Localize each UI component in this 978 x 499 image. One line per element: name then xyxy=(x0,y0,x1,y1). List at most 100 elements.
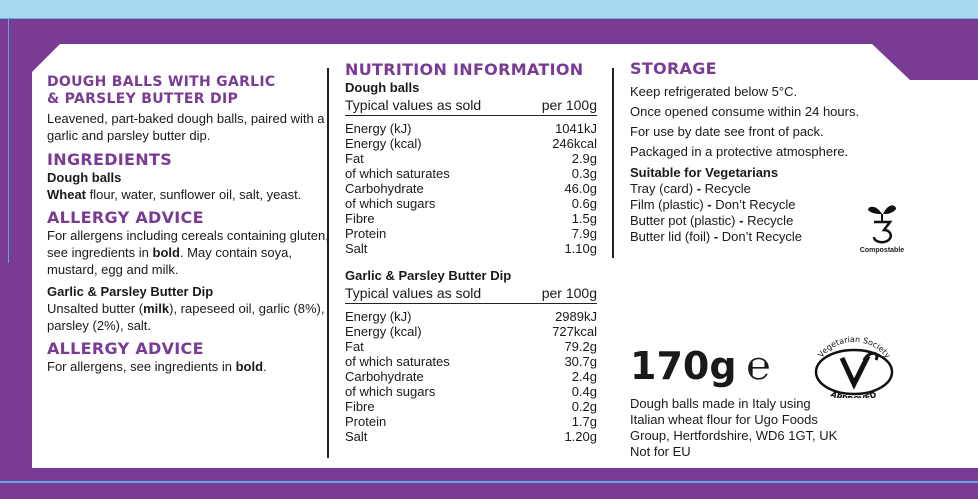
origin-line: Group, Hertfordshire, WD6 1GT, UK xyxy=(630,428,838,443)
product-title: DOUGH BALLS WITH GARLIC & PARSLEY BUTTER… xyxy=(47,74,332,108)
nutrient-label: Protein xyxy=(345,226,387,241)
column-divider-1 xyxy=(327,68,329,458)
recycle-action: Don’t Recycle xyxy=(721,229,802,244)
vegetarian-society-badge: Vegetarian Society APPROVED xyxy=(804,335,904,404)
nutrition-row: Energy (kcal) 246kcal xyxy=(345,136,597,151)
nutrient-value: 246kcal xyxy=(552,136,597,151)
nutrient-value: 0.2g xyxy=(571,399,597,414)
nutrient-value: 1.20g xyxy=(564,429,597,444)
nutrition-table-title: Dough balls xyxy=(345,80,420,95)
allergy-text-1c: . May contain soya, mustard, egg and mil… xyxy=(47,245,292,277)
packaging-item: Tray (card) xyxy=(630,181,694,196)
nutrition-row: Energy (kJ) 1041kJ xyxy=(345,121,597,136)
nutrition-row: of which sugars 0.6g xyxy=(345,196,597,211)
nutrient-label: of which sugars xyxy=(345,384,436,399)
nutrient-label: Fat xyxy=(345,151,364,166)
nutrition-row: Fibre 0.2g xyxy=(345,399,597,414)
recycling-line: Tray (card) - Recycle xyxy=(630,181,930,197)
nutrient-label: Energy (kcal) xyxy=(345,324,422,339)
separator: - xyxy=(735,213,748,228)
nutrient-label: Salt xyxy=(345,241,368,256)
nutrient-label: Fibre xyxy=(345,399,375,414)
allergy-advice-text-2: For allergens, see ingredients in bold. xyxy=(47,358,332,375)
storage-column: STORAGE Keep refrigerated below 5°C. Once… xyxy=(630,58,930,245)
nutrient-value: 30.7g xyxy=(564,354,597,369)
left-guide-line xyxy=(8,18,9,263)
storage-line: Keep refrigerated below 5°C. xyxy=(630,84,798,99)
origin-line: Not for EU xyxy=(630,444,691,459)
recycling-info: Tray (card) - Recycle Film (plastic) - Do… xyxy=(630,181,930,245)
separator: - xyxy=(710,229,722,244)
nutrient-value: 7.9g xyxy=(571,226,597,241)
recycling-line: Butter pot (plastic) - Recycle xyxy=(630,213,930,229)
allergen-milk: milk xyxy=(143,301,170,316)
header-typical-values: Typical values as sold xyxy=(345,97,482,113)
nutrition-table-dough: Dough balls Typical values as sold per 1… xyxy=(345,80,597,256)
nutrient-label: Carbohydrate xyxy=(345,369,424,384)
origin-line: Dough balls made in Italy using xyxy=(630,396,811,411)
header-per-100g: per 100g xyxy=(541,97,597,113)
compostable-icon xyxy=(868,205,896,244)
nutrition-column: NUTRITION INFORMATION Dough balls Typica… xyxy=(345,60,597,444)
nutrient-value: 79.2g xyxy=(564,339,597,354)
storage-line: For use by date see front of pack. xyxy=(630,124,824,139)
allergy-text-1a: For allergens including cereals containi… xyxy=(47,228,329,260)
allergy-text-2c: . xyxy=(263,359,267,374)
nutrient-label: Energy (kcal) xyxy=(345,136,422,151)
nutrient-value: 2.4g xyxy=(571,369,597,384)
nutrition-row: Carbohydrate 2.4g xyxy=(345,369,597,384)
origin-line: Italian wheat flour for Ugo Foods xyxy=(630,412,818,427)
storage-line: Packaged in a protective atmosphere. xyxy=(630,144,849,159)
nutrient-label: Fibre xyxy=(345,211,375,226)
nutrient-label: Protein xyxy=(345,414,387,429)
recycling-line: Butter lid (foil) - Don’t Recycle xyxy=(630,229,930,245)
storage-heading: STORAGE xyxy=(630,59,717,78)
allergy-text-1-bold: bold xyxy=(152,245,180,260)
dip-ingredients: Unsalted butter (milk), rapeseed oil, ga… xyxy=(47,300,332,334)
packaging-item: Butter pot (plastic) xyxy=(630,213,736,228)
nutrient-value: 0.4g xyxy=(571,384,597,399)
allergy-advice-heading-2: ALLERGY ADVICE xyxy=(47,339,204,358)
vegetarian-heading: Suitable for Vegetarians xyxy=(630,165,779,180)
nutrient-value: 2.9g xyxy=(571,151,597,166)
recycle-action: Don’t Recycle xyxy=(715,197,796,212)
separator: - xyxy=(693,181,705,196)
vegetarian-society-icon: Vegetarian Society APPROVED xyxy=(814,335,894,404)
nutrition-row: Fat 79.2g xyxy=(345,339,597,354)
separator: - xyxy=(703,197,716,212)
compostable-badge: Compostable xyxy=(852,200,912,254)
nutrient-label: of which saturates xyxy=(345,166,450,181)
origin-info: Dough balls made in Italy using Italian w… xyxy=(630,396,930,460)
nutrient-value: 727kcal xyxy=(552,324,597,339)
nutrient-value: 1.7g xyxy=(571,414,597,429)
nutrient-value: 1041kJ xyxy=(555,121,597,136)
nutrition-row: Salt 1.10g xyxy=(345,241,597,256)
nutrient-label: Energy (kJ) xyxy=(345,309,412,324)
nutrient-label: Carbohydrate xyxy=(345,181,424,196)
nutrition-table-header: Typical values as sold per 100g xyxy=(345,96,597,116)
column-divider-2 xyxy=(612,68,614,258)
nutrition-table-title: Garlic & Parsley Butter Dip xyxy=(345,268,512,283)
nutrition-table-dip: Garlic & Parsley Butter Dip Typical valu… xyxy=(345,268,597,444)
nutrient-label: Salt xyxy=(345,429,368,444)
net-weight: 170g ℮ xyxy=(630,344,771,388)
dip-text-1: Unsalted butter ( xyxy=(47,301,144,316)
nutrient-label: Fat xyxy=(345,339,364,354)
nutrition-row: Energy (kcal) 727kcal xyxy=(345,324,597,339)
allergy-text-2a: For allergens, see ingredients in xyxy=(47,359,236,374)
allergy-advice-text-1: For allergens including cereals containi… xyxy=(47,227,332,278)
nutrition-row: Protein 7.9g xyxy=(345,226,597,241)
compostable-label: Compostable xyxy=(859,247,905,254)
packaging-item: Butter lid (foil) xyxy=(630,229,711,244)
top-border-band xyxy=(0,0,978,19)
recycling-line: Film (plastic) - Don’t Recycle xyxy=(630,197,930,213)
nutrient-value: 1.5g xyxy=(571,211,597,226)
nutrition-row: Fibre 1.5g xyxy=(345,211,597,226)
allergy-text-2-bold: bold xyxy=(235,359,264,374)
product-description: Leavened, part-baked dough balls, paired… xyxy=(47,111,325,143)
product-label: DOUGH BALLS WITH GARLIC & PARSLEY BUTTER… xyxy=(32,44,978,468)
nutrient-label: Energy (kJ) xyxy=(345,121,412,136)
dough-ingredients-text: flour, water, sunflower oil, salt, yeast… xyxy=(86,187,302,202)
dip-text-2: ), rapeseed oil, garlic (8%), parsley (2… xyxy=(47,301,325,333)
nutrition-table-header: Typical values as sold per 100g xyxy=(345,284,597,304)
